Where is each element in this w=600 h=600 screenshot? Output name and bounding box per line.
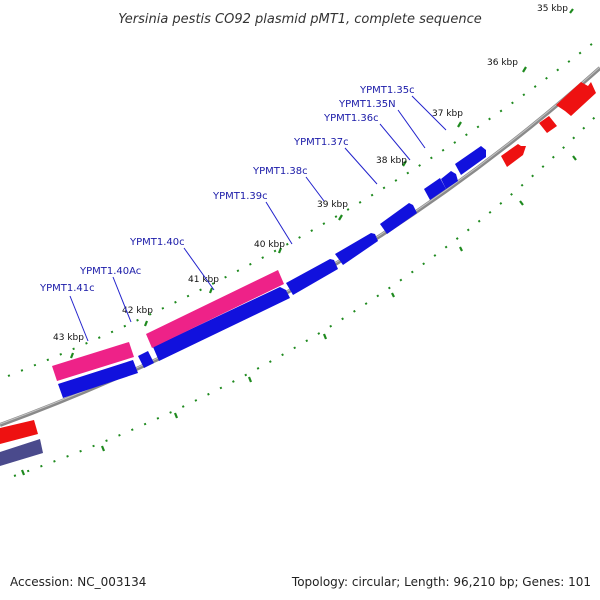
major-tick — [519, 200, 524, 206]
major-tick — [20, 469, 26, 476]
rna-track — [52, 270, 284, 381]
cds-reverse — [380, 203, 417, 234]
cds-reverse — [58, 360, 138, 398]
kbp-label: 35 kbp — [537, 4, 568, 14]
cds-reverse — [138, 351, 154, 368]
forward-cds-track — [0, 82, 596, 444]
major-tick — [402, 160, 407, 167]
map-title: Yersinia pestis CO92 plasmid pMT1, compl… — [118, 12, 482, 27]
cds-reverse — [335, 233, 378, 265]
leader-line — [379, 123, 411, 161]
topology-summary: Topology: circular; Length: 96,210 bp; G… — [291, 575, 591, 589]
outer-minor-ticks — [7, 39, 598, 377]
cds-forward — [0, 420, 38, 444]
gene-label: YPMT1.36c — [323, 113, 379, 124]
major-tick — [322, 333, 328, 340]
major-tick — [391, 292, 395, 298]
cds-reverse — [286, 259, 338, 295]
gene-label: YPMT1.40Ac — [79, 266, 141, 277]
kbp-label: 39 kbp — [317, 200, 348, 210]
kbp-label: 41 kbp — [188, 275, 219, 285]
major-tick — [69, 352, 75, 359]
major-tick — [173, 412, 179, 419]
cds-reverse — [153, 287, 290, 361]
major-tick — [100, 445, 106, 452]
gene-label: YPMT1.35c — [359, 85, 415, 96]
gene-label: YPMT1.39c — [212, 191, 268, 202]
gene-label: YPMT1.38c — [252, 166, 308, 177]
major-tick — [459, 246, 463, 252]
major-tick — [277, 247, 283, 254]
gene-label: YPMT1.35N — [338, 99, 396, 110]
leader-line — [112, 276, 132, 323]
major-tick — [457, 121, 462, 128]
leader-line — [69, 295, 89, 342]
cds-other — [0, 439, 43, 466]
kbp-label: 43 kbp — [53, 333, 84, 343]
kbp-label: 37 kbp — [432, 109, 463, 119]
cds-forward — [539, 116, 557, 133]
major-tick — [338, 214, 343, 221]
leader-line — [397, 109, 426, 149]
major-tick — [143, 320, 149, 327]
cds-reverse — [424, 178, 446, 200]
kbp-label: 42 kbp — [122, 306, 153, 316]
outer-tick-ring — [7, 8, 598, 377]
leader-line — [411, 95, 447, 131]
inner-major-ticks — [20, 155, 577, 476]
kbp-labels: 35 kbp 36 kbp 37 kbp 38 kbp 39 kbp 40 kb… — [53, 4, 568, 343]
leader-line — [305, 176, 325, 202]
major-tick — [208, 287, 214, 294]
accession-text: Accession: NC_003134 — [10, 575, 146, 589]
gene-labels: YPMT1.35c YPMT1.35N YPMT1.36c YPMT1.37c … — [39, 85, 415, 294]
outer-major-ticks — [69, 8, 574, 359]
gene-label: YPMT1.40c — [129, 237, 185, 248]
cds-forward — [501, 144, 526, 167]
gene-label: YPMT1.41c — [39, 283, 95, 294]
cds-reverse — [441, 171, 458, 189]
major-tick — [522, 66, 527, 73]
gene-label: YPMT1.37c — [293, 137, 349, 148]
cds-reverse — [455, 146, 486, 175]
leader-line — [344, 147, 378, 185]
kbp-label: 36 kbp — [487, 58, 518, 68]
major-tick — [569, 8, 574, 14]
leader-line — [183, 247, 215, 291]
major-tick — [247, 376, 253, 383]
gene-label-leaders — [69, 95, 447, 342]
kbp-label: 40 kbp — [254, 240, 285, 250]
plasmid-backbone — [0, 66, 600, 427]
leader-line — [265, 201, 293, 245]
kbp-label: 38 kbp — [376, 156, 407, 166]
major-tick — [572, 155, 577, 161]
inner-tick-ring — [13, 111, 600, 477]
reverse-cds-track — [58, 146, 486, 398]
cds-forward — [556, 82, 596, 116]
rna-feature — [146, 270, 284, 348]
rna-feature — [52, 342, 134, 381]
